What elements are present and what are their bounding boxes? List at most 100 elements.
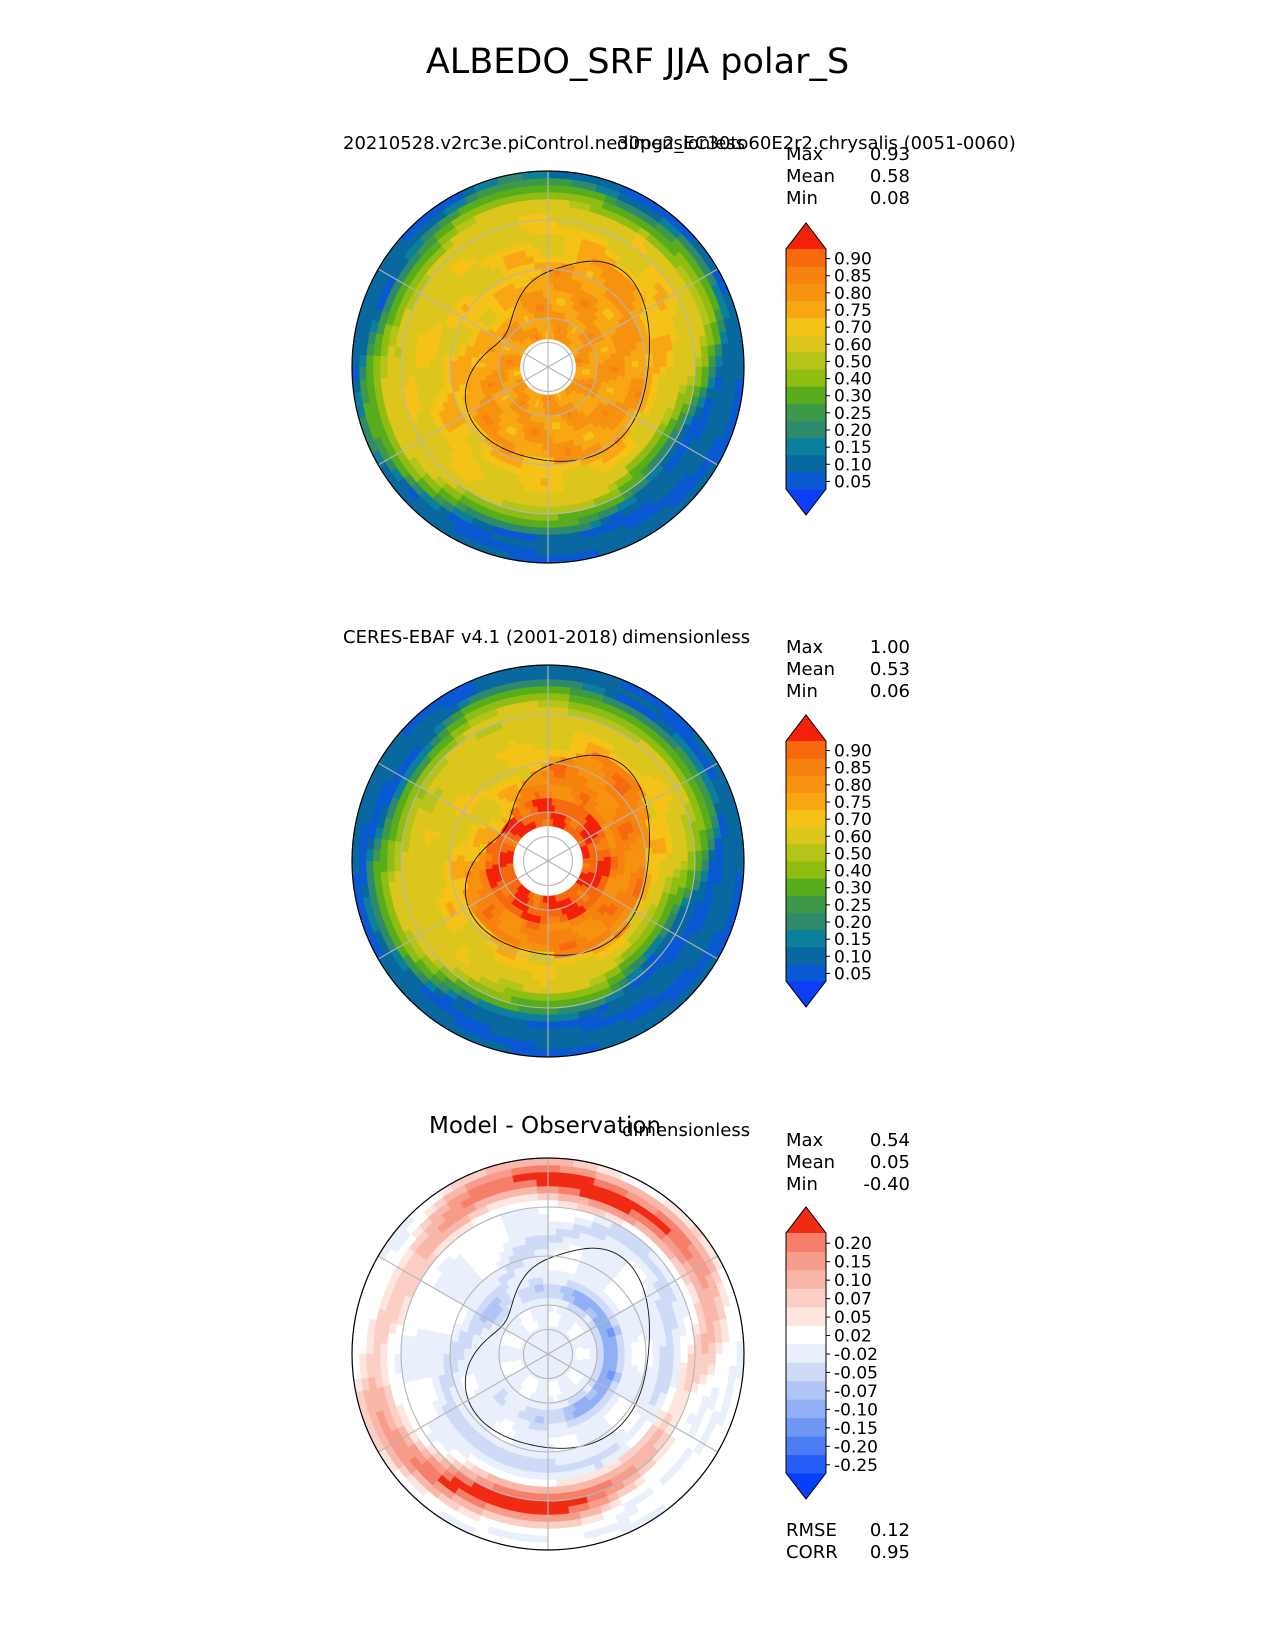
panel1-title-right: dimensionless	[617, 133, 746, 154]
colorbar-tick-label: 0.15	[834, 1253, 872, 1273]
panel1-stat-mean: 0.58	[869, 166, 910, 187]
map-field	[352, 171, 744, 563]
panel2-stat-min-label: Min	[786, 681, 818, 702]
colorbar-tick-label: 0.60	[834, 827, 872, 847]
colorbar-tick-label: 0.20	[834, 421, 872, 441]
colorbar-segment	[786, 334, 826, 353]
colorbar-tick-label: 0.75	[834, 793, 872, 813]
map-field	[352, 1158, 744, 1550]
longitude-gridline	[377, 762, 549, 862]
colorbar-tick-label: 0.80	[834, 284, 872, 304]
colorbar-tick-label: 0.40	[834, 862, 872, 882]
colorbar-outline	[785, 1206, 827, 1500]
colorbar-segment	[786, 1233, 826, 1252]
panel2-colorbar: 0.050.100.150.200.250.300.400.500.600.70…	[785, 714, 872, 1008]
panel1-stat-mean-label: Mean	[786, 166, 836, 187]
colorbar-segment	[786, 1454, 826, 1474]
colorbar-tick-label: 0.50	[834, 352, 872, 372]
colorbar-tick-label: 0.70	[834, 318, 872, 338]
panel3-title-right: dimensionless	[622, 1120, 751, 1141]
longitude-gridline	[547, 366, 719, 466]
colorbar-tick-label: 0.10	[834, 455, 872, 475]
colorbar-segment	[786, 1269, 826, 1289]
colorbar-tick-label: 0.10	[834, 1271, 872, 1291]
panel2-stat-max: 1.00	[869, 637, 910, 658]
colorbar-tick-label: 0.15	[834, 438, 872, 458]
longitude-gridline	[377, 1255, 549, 1355]
colorbar-tick-label: 0.80	[834, 776, 872, 796]
colorbar-tick-label: 0.05	[834, 964, 872, 984]
colorbar-extend-bottom	[786, 1473, 826, 1499]
colorbar-segment	[786, 369, 826, 387]
colorbar-segment	[786, 1251, 826, 1271]
colorbar-extend-top	[786, 715, 826, 741]
panel3-rmse-label: RMSE	[786, 1520, 837, 1541]
colorbar-segment	[786, 792, 826, 811]
colorbar-segment	[786, 266, 826, 284]
colorbar-tick-label: 0.25	[834, 896, 872, 916]
colorbar-segment	[786, 283, 826, 301]
panel1-stat-max: 0.93	[869, 144, 910, 165]
colorbar-tick-label: 0.02	[834, 1327, 872, 1347]
colorbar-segment	[786, 317, 826, 336]
colorbar-segment	[786, 912, 826, 931]
colorbar-extend-top	[786, 1207, 826, 1233]
map-boundary	[351, 1157, 745, 1551]
colorbar-tick-label: 0.30	[834, 387, 872, 407]
colorbar-segment	[786, 1399, 826, 1419]
colorbar-tick-label: 0.70	[834, 810, 872, 830]
panel1-map	[351, 170, 745, 564]
map-boundary	[351, 170, 745, 564]
colorbar-tick-label: -0.15	[834, 1419, 878, 1439]
panel2-stat-mean: 0.53	[869, 659, 910, 680]
colorbar-tick-label: 0.50	[834, 844, 872, 864]
panel1-stat-min-label: Min	[786, 188, 818, 209]
colorbar-segment	[786, 1325, 826, 1345]
colorbar-segment	[786, 741, 826, 759]
longitude-gridline	[547, 762, 719, 862]
panel2-title-right: dimensionless	[622, 627, 751, 648]
panel3-colorbar: -0.25-0.20-0.15-0.10-0.07-0.05-0.020.020…	[785, 1206, 878, 1500]
colorbar-segment	[786, 809, 826, 828]
colorbar-tick-label: 0.40	[834, 370, 872, 390]
colorbar-segment	[786, 861, 826, 879]
colorbar-tick-label: 0.20	[834, 1234, 872, 1254]
colorbar-tick-label: 0.05	[834, 472, 872, 492]
longitude-gridline	[377, 268, 549, 368]
colorbar-segment	[786, 1362, 826, 1382]
panel1-title-left: 20210528.v2rc3e.piControl.ne30pg2_EC30to…	[343, 133, 1016, 154]
panel3-stat-mean: 0.05	[869, 1152, 910, 1173]
colorbar-tick-label: -0.10	[834, 1400, 878, 1420]
colorbar-segment	[786, 895, 826, 913]
colorbar-segment	[786, 300, 826, 319]
colorbar-segment	[786, 826, 826, 845]
panel3-stat-min-label: Min	[786, 1174, 818, 1195]
colorbar-segment	[786, 351, 826, 370]
colorbar-segment	[786, 1343, 826, 1363]
colorbar-outline	[785, 222, 827, 516]
panel2-title-left: CERES-EBAF v4.1 (2001-2018)	[343, 627, 619, 648]
longitude-gridline	[547, 1353, 719, 1453]
colorbar-segment	[786, 1380, 826, 1400]
colorbar-segment	[786, 1288, 826, 1308]
colorbar-segment	[786, 1306, 826, 1326]
colorbar-tick-label: 0.85	[834, 267, 872, 287]
colorbar-tick-label: -0.07	[834, 1382, 878, 1402]
colorbar-segment	[786, 946, 826, 965]
panel1-stat-max-label: Max	[786, 144, 824, 165]
colorbar-tick-label: 0.07	[834, 1290, 872, 1310]
panel3-rmse-value: 0.12	[869, 1520, 910, 1541]
panel2-stat-min: 0.06	[869, 681, 910, 702]
colorbar-segment	[786, 929, 826, 948]
colorbar-tick-label: 0.30	[834, 879, 872, 899]
colorbar-segment	[786, 471, 826, 490]
longitude-gridline	[547, 860, 719, 960]
colorbar-tick-label: 0.25	[834, 404, 872, 424]
panel3-stat-mean-label: Mean	[786, 1152, 836, 1173]
colorbar-outline	[785, 714, 827, 1008]
colorbar-tick-label: 0.90	[834, 250, 872, 270]
panel2-stat-mean-label: Mean	[786, 659, 836, 680]
panel3-corr-label: CORR	[786, 1542, 838, 1563]
colorbar-extend-bottom	[786, 489, 826, 515]
colorbar-segment	[786, 1417, 826, 1437]
